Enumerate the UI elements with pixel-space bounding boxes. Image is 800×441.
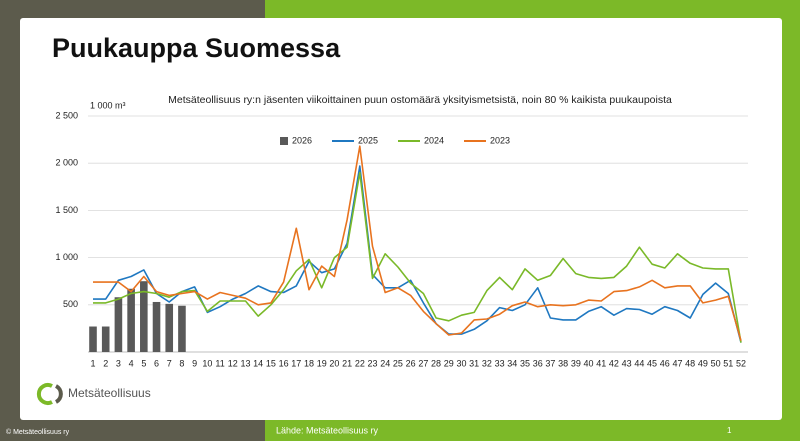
legend-label: 2025 [358,135,378,145]
x-tick-label: 14 [253,358,263,368]
logo-text: Metsäteollisuus [68,386,151,400]
x-tick-label: 50 [711,358,721,368]
bar [127,288,135,352]
x-tick-label: 35 [520,358,530,368]
x-tick-label: 19 [317,358,327,368]
x-tick-label: 5 [141,358,146,368]
x-tick-label: 36 [533,358,543,368]
y-tick-label: 1 500 [55,205,78,215]
x-tick-label: 33 [495,358,505,368]
x-tick-label: 3 [116,358,121,368]
line [93,171,742,343]
x-tick-label: 48 [685,358,695,368]
bar [165,303,174,352]
x-tick-label: 47 [672,358,682,368]
x-tick-label: 16 [279,358,289,368]
x-tick-label: 52 [736,358,746,368]
y-tick-label: 500 [63,299,78,309]
x-tick-label: 49 [698,358,708,368]
x-tick-label: 38 [558,358,568,368]
legend-swatch [280,137,288,145]
bar [101,326,110,352]
x-tick-label: 42 [609,358,619,368]
x-tick-label: 29 [444,358,454,368]
y-tick-label: 2 000 [55,158,78,168]
x-tick-label: 30 [456,358,466,368]
x-tick-label: 45 [647,358,657,368]
chart-title: Metsäteollisuus ry:n jäsenten viikoittai… [168,94,672,106]
x-tick-label: 40 [584,358,594,368]
slide-title: Puukauppa Suomessa [52,33,341,63]
x-tick-label: 28 [431,358,441,368]
bar [152,301,161,352]
x-tick-label: 2 [103,358,108,368]
y-tick-label: 1 000 [55,252,78,262]
x-tick-label: 32 [482,358,492,368]
x-tick-label: 12 [228,358,238,368]
y-tick-label: 2 500 [55,110,78,120]
legend-label: 2026 [292,135,312,145]
x-tick-label: 20 [329,358,339,368]
x-tick-label: 21 [342,358,352,368]
bar [140,281,148,352]
x-tick-label: 6 [154,358,159,368]
x-tick-label: 23 [368,358,378,368]
x-tick-label: 17 [291,358,301,368]
logo-mark [36,383,63,405]
source: Lähde: Metsäteollisuus ry [276,425,379,435]
card [20,18,782,420]
x-tick-label: 46 [660,358,670,368]
x-tick-label: 27 [418,358,428,368]
x-tick-label: 51 [723,358,733,368]
y-axis-label: 1 000 m³ [90,100,126,110]
x-tick-label: 31 [469,358,479,368]
x-tick-label: 22 [355,358,365,368]
legend-label: 2024 [424,135,444,145]
bar [89,326,97,352]
x-tick-label: 10 [202,358,212,368]
bar [114,297,123,352]
x-tick-label: 25 [393,358,403,368]
legend-label: 2023 [490,135,510,145]
x-tick-label: 39 [571,358,581,368]
x-tick-label: 41 [596,358,606,368]
x-tick-label: 1 [90,358,95,368]
x-tick-label: 8 [179,358,184,368]
bar [178,305,186,352]
page-number: 1 [727,426,732,435]
x-tick-label: 7 [167,358,172,368]
x-tick-label: 11 [215,358,224,368]
copyright: © Metsäteollisuus ry [6,428,70,436]
x-tick-label: 44 [634,358,644,368]
x-tick-label: 34 [507,358,517,368]
x-tick-label: 26 [406,358,416,368]
x-tick-label: 18 [304,358,314,368]
x-tick-label: 37 [545,358,555,368]
line [93,145,742,341]
x-tick-label: 9 [192,358,197,368]
x-tick-label: 15 [266,358,276,368]
x-tick-label: 13 [240,358,250,368]
x-tick-label: 43 [622,358,632,368]
x-tick-label: 24 [380,358,390,368]
x-tick-label: 4 [129,358,134,368]
